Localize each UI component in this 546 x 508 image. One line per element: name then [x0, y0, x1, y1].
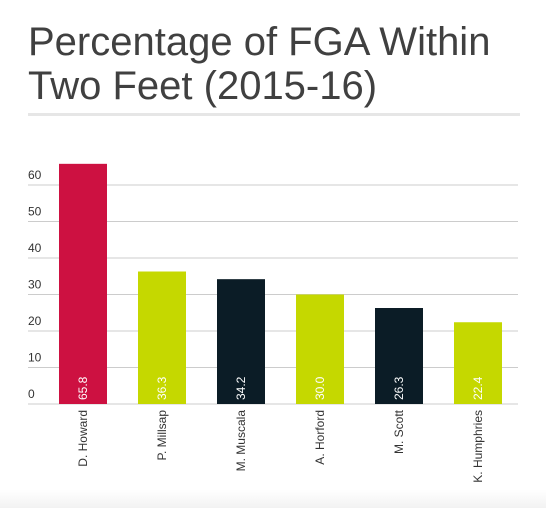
y-tick-label: 40 [28, 241, 42, 255]
x-axis-labels: D. Howard P. Millsap M. Muscala A. Horford M… [76, 409, 485, 482]
x-category-label: K. Humphries [471, 410, 485, 483]
bar-value-label: 65.8 [76, 376, 90, 400]
bar [375, 308, 423, 404]
bar-value-label: 36.3 [155, 376, 169, 400]
y-tick-label: 30 [28, 278, 42, 292]
x-category-label: M. Muscala [234, 410, 248, 472]
bar [138, 271, 186, 404]
value-labels: 65.8 36.3 34.2 30.0 26.3 22.4 [76, 376, 485, 400]
bar-value-label: 34.2 [234, 376, 248, 400]
y-axis-ticks: 0 10 20 30 40 50 60 [28, 168, 42, 401]
title-divider [28, 113, 520, 116]
bar [296, 294, 344, 404]
y-tick-label: 20 [28, 314, 42, 328]
footer-band [0, 490, 546, 508]
x-category-label: A. Horford [313, 410, 327, 465]
bar [454, 322, 502, 404]
y-tick-label: 10 [28, 351, 42, 365]
chart-title: Percentage of FGA Within Two Feet (2015-… [28, 20, 528, 108]
y-tick-label: 60 [28, 168, 42, 182]
x-category-label: P. Millsap [155, 410, 169, 461]
bars [59, 163, 502, 404]
bar [217, 279, 265, 404]
gridlines [28, 184, 518, 405]
bar-value-label: 22.4 [471, 376, 485, 400]
y-tick-label: 50 [28, 205, 42, 219]
y-tick-label: 0 [28, 387, 35, 401]
bar-value-label: 26.3 [392, 376, 406, 400]
chart-title-line-1: Percentage of FGA Within [28, 20, 491, 64]
bar-value-label: 30.0 [313, 376, 327, 400]
chart-title-line-2: Two Feet (2015-16) [28, 64, 378, 108]
x-category-label: D. Howard [76, 410, 90, 467]
x-category-label: M. Scott [392, 409, 406, 454]
bar [59, 163, 107, 404]
